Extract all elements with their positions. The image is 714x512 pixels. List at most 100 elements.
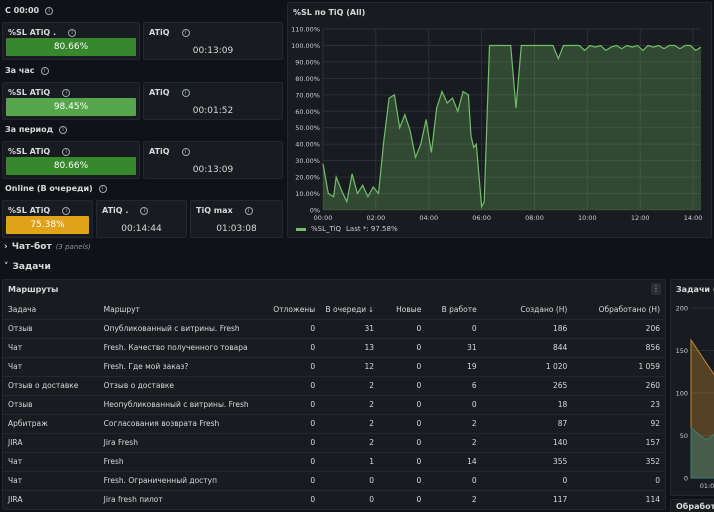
table-cell: 0	[264, 452, 321, 472]
table-cell: Чат	[3, 338, 99, 358]
y-tick-label: 50.00%	[295, 124, 320, 132]
column-header-label: В работе	[441, 304, 477, 314]
column-header[interactable]: Отложены	[264, 300, 321, 320]
table-cell: 2	[426, 490, 482, 509]
info-icon[interactable]: i	[181, 88, 190, 97]
info-icon[interactable]: i	[62, 147, 71, 156]
row-header-chatbot[interactable]: › Чат-бот (3 panels)	[4, 241, 714, 253]
table-row[interactable]: Чат Fresh 0 1 0 14 355 352	[3, 452, 665, 472]
processing-panel-title: Обработка	[676, 502, 714, 511]
y-tick-label: 70.00%	[295, 91, 320, 99]
table-row[interactable]: JIRA Jira fresh пилот 0 0 0 2 117 114	[3, 490, 665, 509]
chevron-right-icon: ›	[4, 242, 8, 252]
column-header[interactable]: Обработано (Н)	[572, 300, 665, 320]
table-cell: 0	[379, 395, 427, 415]
table-cell: 87	[481, 414, 573, 434]
table-title: Маршруты	[8, 285, 59, 294]
column-header-label: Отложены	[273, 304, 316, 314]
column-header[interactable]: В очереди ↓	[320, 300, 380, 320]
table-cell: 1 059	[572, 357, 665, 377]
table-row[interactable]: Арбитраж Согласования возврата Fresh 0 2 0 2 8…	[3, 414, 665, 434]
stat-panel-atiq-online: ATiQ .i 00:14:44	[96, 200, 187, 238]
info-icon[interactable]: i	[68, 28, 77, 37]
stat-value: 80.66%	[6, 157, 136, 175]
chevron-down-icon: ˅	[4, 262, 9, 272]
info-icon[interactable]: i	[40, 66, 49, 75]
column-header[interactable]: Создано (Н)	[481, 300, 573, 320]
table-cell: 186	[481, 319, 573, 339]
y-tick-label: 20.00%	[295, 174, 320, 182]
table-cell: 0	[264, 395, 321, 415]
table-row[interactable]: JIRA Jira Fresh 0 2 0 2 140 157	[3, 433, 665, 453]
table-cell: Отзыв о доставке	[98, 376, 265, 396]
table-cell: 0	[264, 357, 321, 377]
table-cell: Fresh	[98, 452, 265, 472]
column-header[interactable]: Задача	[3, 300, 99, 320]
table-row[interactable]: Отзыв Опубликованный с витрины. Fresh 0 31 0…	[3, 319, 665, 339]
y-tick-label: 0	[684, 475, 688, 483]
y-tick-label: 200	[676, 305, 688, 313]
table-cell: 2	[426, 414, 482, 434]
info-icon[interactable]: i	[45, 6, 54, 15]
row-title: Чат-бот	[11, 242, 52, 252]
panel-menu-icon[interactable]: ⋮	[651, 283, 661, 295]
table-cell: 2	[320, 395, 380, 415]
x-tick-label: 06:00	[472, 214, 491, 222]
x-tick-label: 02:00	[366, 214, 385, 222]
table-cell: 260	[572, 376, 665, 396]
y-tick-label: 40.00%	[295, 141, 320, 149]
table-cell: 31	[426, 338, 482, 358]
chart-legend[interactable]: %SL_TiQ Last *: 97.58%	[296, 225, 398, 233]
column-header[interactable]: Новые	[379, 300, 427, 320]
tasks-chart: 200 150 100 50 0 01:0	[676, 305, 714, 490]
table-row[interactable]: Отзыв Неопубликованный с витрины. Fresh 0 2…	[3, 395, 665, 415]
table-row[interactable]: Чат Fresh. Ограниченный доступ 0 0 0 0 0 0	[3, 471, 665, 491]
section-label-today: С 00:00 i	[5, 6, 54, 15]
table-cell: 265	[481, 376, 573, 396]
table-cell: Чат	[3, 452, 99, 472]
info-icon[interactable]: i	[59, 125, 68, 134]
series-area	[690, 426, 714, 479]
stat-value: 75.38%	[6, 216, 89, 234]
table-cell: 0	[264, 414, 321, 434]
info-icon[interactable]: i	[140, 206, 149, 215]
row-header-tasks[interactable]: ˅ Задачи	[4, 261, 714, 273]
info-icon[interactable]: i	[98, 184, 107, 193]
x-tick-label: 08:00	[525, 214, 544, 222]
info-icon[interactable]: i	[181, 147, 190, 156]
table-row[interactable]: Чат Fresh. Где мой заказ? 0 12 0 19 1 020 1 059	[3, 357, 665, 377]
table-cell: Неопубликованный с витрины. Fresh	[98, 395, 265, 415]
column-header-label: Маршрут	[103, 304, 140, 314]
x-tick-label: 00:00	[314, 214, 333, 222]
stat-panel-sl-hour: %SL ATiQ i 98.45%	[2, 82, 140, 120]
y-tick-label: 80.00%	[295, 75, 320, 83]
table-cell: 0	[426, 319, 482, 339]
column-header-label: Создано (Н)	[520, 304, 568, 314]
column-header[interactable]: Маршрут	[98, 300, 265, 320]
tasks-chart-panel: Задачи (в 200 150 100 50 0 01:0	[670, 279, 714, 496]
table-cell: 0	[264, 471, 321, 491]
x-tick-label: 04:00	[419, 214, 438, 222]
x-tick-label: 14:00	[684, 214, 703, 222]
row-subtitle: (3 panels)	[55, 243, 91, 251]
info-icon[interactable]: i	[244, 206, 253, 215]
table-row[interactable]: Отзыв о доставке Отзыв о доставке 0 2 0 6 265 2…	[3, 376, 665, 396]
table-cell: Fresh. Где мой заказ?	[98, 357, 265, 377]
y-tick-label: 50	[680, 432, 688, 440]
table-cell: 140	[481, 433, 573, 453]
stat-value: 80.66%	[6, 38, 136, 56]
table-row[interactable]: Чат Fresh. Качество полученного товара 0 13…	[3, 338, 665, 358]
column-header[interactable]: В работе	[426, 300, 482, 320]
y-tick-label: 10.00%	[295, 190, 320, 198]
table-cell: 114	[572, 490, 665, 509]
info-icon[interactable]: i	[181, 28, 190, 37]
table-cell: Jira fresh пилот	[98, 490, 265, 509]
info-icon[interactable]: i	[62, 88, 71, 97]
side-panel-title: Задачи (в	[676, 285, 714, 294]
series-area	[323, 45, 701, 210]
stat-panel-atiq-hour: ATiQ i 00:01:52	[143, 82, 283, 120]
info-icon[interactable]: i	[62, 206, 71, 215]
table-cell: 0	[379, 319, 427, 339]
stat-panel-sl-online: %SL ATiQ i 75.38%	[2, 200, 93, 238]
table-cell: 14	[426, 452, 482, 472]
